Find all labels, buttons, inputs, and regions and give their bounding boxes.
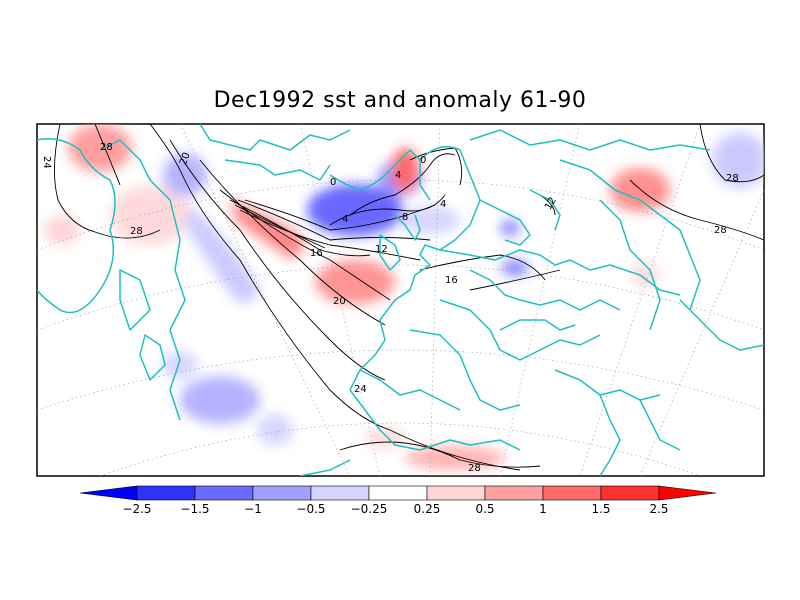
colorbar-tick-label: −2.5 xyxy=(122,502,151,516)
contour-label: 20 xyxy=(333,296,346,307)
colorbar-arrow-left xyxy=(79,485,138,501)
color-bar: −2.5 −1.5 −1 −0.5 −0.25 0.25 0.5 1 1.5 2.5 xyxy=(79,485,717,516)
colorbar-swatch xyxy=(368,485,428,501)
colorbar-swatch xyxy=(542,485,602,501)
colorbar-swatch xyxy=(600,485,660,501)
contour-label: 0 xyxy=(330,177,336,188)
colorbar-tick-label: −1.5 xyxy=(180,502,209,516)
colorbar-swatch xyxy=(484,485,544,501)
colorbar-swatch xyxy=(426,485,486,501)
colorbar-arrow-right xyxy=(658,485,717,501)
colorbar-swatch xyxy=(310,485,370,501)
sst-contours xyxy=(53,124,764,471)
colorbar-swatch xyxy=(252,485,312,501)
coastlines xyxy=(37,124,764,476)
contour-label: 4 xyxy=(342,214,348,225)
graticule xyxy=(37,124,764,476)
colorbar-tick-label: −1 xyxy=(244,502,262,516)
contour-label: 28 xyxy=(130,226,143,237)
colorbar-tick-label: 1 xyxy=(539,502,547,516)
contour-label: 28 xyxy=(468,463,481,474)
colorbar-tick-label: −0.25 xyxy=(351,502,388,516)
colorbar-tick-label: 1.5 xyxy=(591,502,610,516)
contour-label: 24 xyxy=(41,156,52,169)
contour-label: 28 xyxy=(100,142,113,153)
contour-label: 8 xyxy=(402,212,408,223)
colorbar-swatch xyxy=(194,485,254,501)
contour-label: 12 xyxy=(375,244,388,255)
contour-label: 16 xyxy=(310,248,323,259)
colorbar-tick-label: 2.5 xyxy=(649,502,668,516)
contour-label: 4 xyxy=(440,199,446,210)
contour-label: 20 xyxy=(178,151,193,167)
contour-label: 24 xyxy=(354,384,367,395)
contour-label: 4 xyxy=(395,170,401,181)
map-title: Dec1992 sst and anomaly 61-90 xyxy=(213,88,587,113)
contour-label: 28 xyxy=(714,225,727,236)
contour-label: 28 xyxy=(726,173,739,184)
contour-label: 16 xyxy=(445,275,458,286)
colorbar-tick-label: −0.5 xyxy=(296,502,325,516)
colorbar-tick-label: 0.5 xyxy=(475,502,494,516)
colorbar-tick-label: 0.25 xyxy=(414,502,441,516)
contour-label: 0 xyxy=(420,155,426,166)
colorbar-swatch xyxy=(136,485,196,501)
